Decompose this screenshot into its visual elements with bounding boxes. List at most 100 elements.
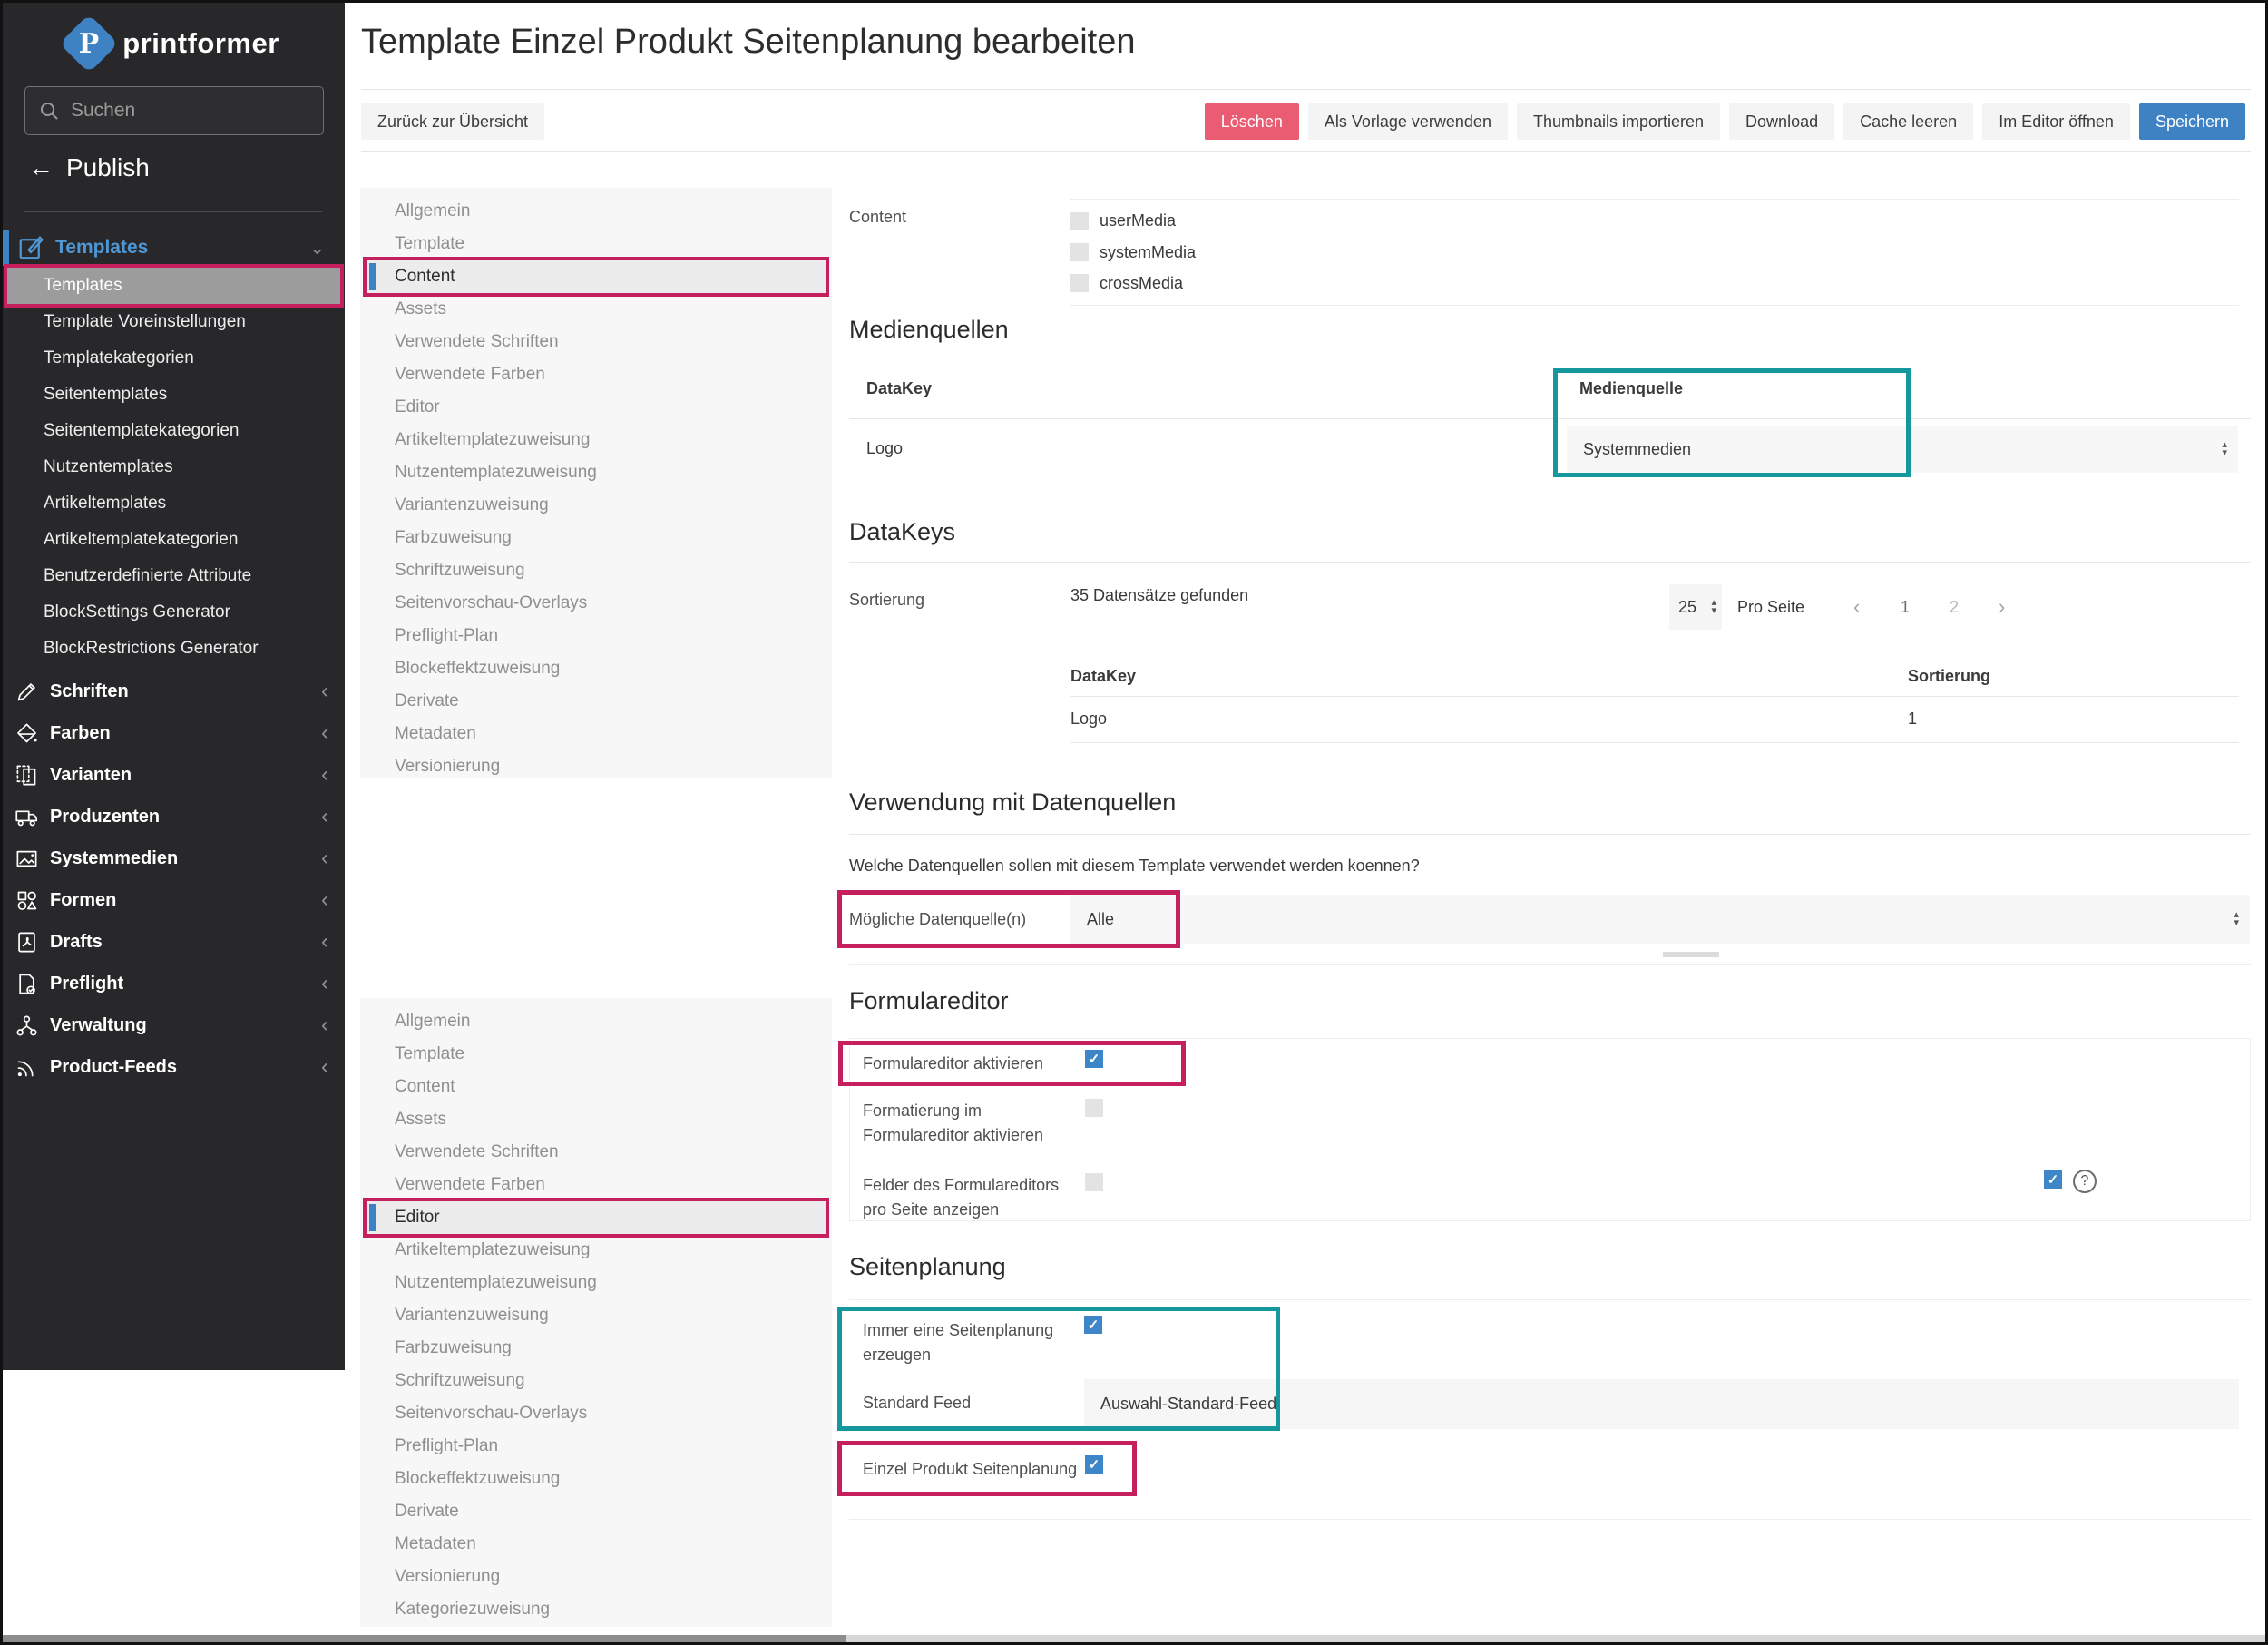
felder-right-checkbox[interactable] xyxy=(2044,1170,2062,1189)
sidebar-item[interactable]: Nutzentemplates xyxy=(44,457,173,476)
sidebar-section-templates[interactable]: Templates ⌄ xyxy=(3,228,345,268)
sidebar-search[interactable] xyxy=(24,86,324,135)
settings-nav-item[interactable]: Variantenzuweisung xyxy=(395,1306,549,1325)
settings-nav-item[interactable]: Preflight-Plan xyxy=(395,626,499,645)
settings-nav-item[interactable]: Content xyxy=(363,257,829,297)
settings-nav-item[interactable]: Verwendete Farben xyxy=(395,365,545,384)
settings-nav-item[interactable]: Artikeltemplatezuweisung xyxy=(395,430,591,449)
back-to-publish[interactable]: ← Publish xyxy=(28,153,150,181)
settings-nav-item[interactable]: Versionierung xyxy=(395,1567,501,1586)
einzel-produkt-checkbox[interactable] xyxy=(1085,1455,1103,1474)
sidebar-group[interactable]: Farben ‹ xyxy=(3,712,345,754)
settings-nav-item[interactable]: Editor xyxy=(363,1198,829,1238)
immer-seitenplanung-checkbox[interactable] xyxy=(1084,1316,1102,1334)
settings-nav-item[interactable]: Seitenvorschau-Overlays xyxy=(395,593,588,612)
settings-nav-item[interactable]: Allgemein xyxy=(395,201,471,220)
settings-nav-item[interactable]: Variantenzuweisung xyxy=(395,495,549,514)
medienquelle-select[interactable]: Systemmedien ▴ ▾ xyxy=(1567,426,2238,473)
sidebar-item[interactable]: Benutzerdefinierte Attribute xyxy=(44,566,252,585)
paint-icon xyxy=(15,721,39,746)
sidebar-group[interactable]: Formen ‹ xyxy=(3,879,345,921)
settings-nav-item[interactable]: Derivate xyxy=(395,1502,459,1521)
sidebar-item[interactable]: Artikeltemplatekategorien xyxy=(44,530,239,549)
horizontal-scrollbar[interactable] xyxy=(3,1635,2265,1642)
toolbar-action-button[interactable]: Cache leeren xyxy=(1843,103,1974,140)
pagination-next[interactable]: › xyxy=(1999,595,2006,618)
sidebar-item[interactable]: BlockSettings Generator xyxy=(44,602,230,622)
settings-nav-item[interactable]: Template xyxy=(395,234,465,253)
sidebar-divider xyxy=(24,211,322,212)
checkbox[interactable] xyxy=(1070,243,1089,261)
sidebar-item[interactable]: Seitentemplatekategorien xyxy=(44,421,240,440)
page-title: Template Einzel Produkt Seitenplanung be… xyxy=(361,23,1136,61)
sidebar-group[interactable]: Drafts ‹ xyxy=(3,921,345,963)
help-icon[interactable]: ? xyxy=(2073,1170,2097,1193)
settings-nav-item[interactable]: Preflight-Plan xyxy=(395,1436,499,1455)
datenquellen-question: Welche Datenquellen sollen mit diesem Te… xyxy=(849,857,1420,875)
scrollbar-thumb[interactable] xyxy=(3,1635,846,1642)
settings-nav-item[interactable]: Verwendete Schriften xyxy=(395,1142,559,1161)
toolbar-action-button[interactable]: Download xyxy=(1729,103,1835,140)
standard-feed-select[interactable]: Auswahl-Standard-Feed xyxy=(1084,1379,2239,1429)
settings-nav-item[interactable]: Assets xyxy=(395,299,447,318)
settings-nav-item[interactable]: Seitenvorschau-Overlays xyxy=(395,1404,588,1423)
sidebar-group[interactable]: Product-Feeds ‹ xyxy=(3,1046,345,1088)
sidebar-group[interactable]: Produzenten ‹ xyxy=(3,796,345,837)
settings-nav-item[interactable]: Blockeffektzuweisung xyxy=(395,1469,561,1488)
sidebar-group[interactable]: Systemmedien ‹ xyxy=(3,837,345,879)
settings-nav-item[interactable]: Schriftzuweisung xyxy=(395,1371,525,1390)
pagination-prev[interactable]: ‹ xyxy=(1853,595,1861,618)
formatierung-checkbox[interactable] xyxy=(1085,1099,1103,1117)
settings-nav-item[interactable]: Editor xyxy=(395,397,440,416)
sidebar-item[interactable]: Artikeltemplates xyxy=(44,494,167,513)
toolbar-action-button[interactable]: Als Vorlage verwenden xyxy=(1307,103,1508,140)
sidebar-group[interactable]: Schriften ‹ xyxy=(3,671,345,712)
formulareditor-aktivieren-checkbox[interactable] xyxy=(1085,1050,1103,1068)
settings-nav-item[interactable]: Verwendete Schriften xyxy=(395,332,559,351)
settings-nav-item[interactable]: Content xyxy=(395,1077,455,1096)
settings-nav-item[interactable]: Versionierung xyxy=(395,757,501,776)
settings-nav-item[interactable]: Nutzentemplatezuweisung xyxy=(395,1273,597,1292)
settings-nav-item[interactable]: Blockeffektzuweisung xyxy=(395,659,561,678)
settings-nav-item[interactable]: Verwendete Farben xyxy=(395,1175,545,1194)
immer-seitenplanung-label: Immer eine Seitenplanung erzeugen xyxy=(863,1321,1054,1364)
sidebar-item[interactable]: Templates xyxy=(4,264,344,308)
checkbox[interactable] xyxy=(1070,274,1089,293)
sidebar-item[interactable]: BlockRestrictions Generator xyxy=(44,639,259,658)
settings-nav-item[interactable]: Assets xyxy=(395,1110,447,1129)
shapes-icon xyxy=(15,888,39,913)
settings-nav-item[interactable]: Kategoriezuweisung xyxy=(395,1600,551,1619)
dk-row-datakey: Logo xyxy=(1070,710,1108,728)
search-input[interactable] xyxy=(71,100,310,122)
pagination-page-1[interactable]: 1 xyxy=(1901,598,1911,616)
settings-nav-item[interactable]: Metadaten xyxy=(395,724,476,743)
settings-nav-item[interactable]: Artikeltemplatezuweisung xyxy=(395,1240,591,1259)
sidebar-item[interactable]: Seitentemplates xyxy=(44,385,168,404)
standard-feed-label: Standard Feed xyxy=(863,1394,972,1412)
truck-icon xyxy=(15,805,39,829)
sidebar-group[interactable]: Preflight ‹ xyxy=(3,963,345,1004)
formatierung-label: Formatierung im Formulareditor aktiviere… xyxy=(863,1102,1044,1144)
toolbar-action-button[interactable]: Löschen xyxy=(1204,103,1299,140)
settings-nav-item[interactable]: Metadaten xyxy=(395,1534,476,1553)
datenquellen-select[interactable]: Alle ▴ ▾ xyxy=(1070,895,2250,944)
sidebar-group[interactable]: Varianten ‹ xyxy=(3,754,345,796)
settings-nav-item[interactable]: Schriftzuweisung xyxy=(395,561,525,580)
sidebar-item[interactable]: Templatekategorien xyxy=(44,348,194,367)
toolbar-action-button[interactable]: Im Editor öffnen xyxy=(1982,103,2130,140)
toolbar-action-button[interactable]: Thumbnails importieren xyxy=(1516,103,1721,140)
sidebar-group[interactable]: Verwaltung ‹ xyxy=(3,1004,345,1046)
per-page-select[interactable]: 25 ▴ ▾ xyxy=(1669,584,1722,630)
settings-nav-item[interactable]: Farbzuweisung xyxy=(395,528,512,547)
settings-nav-item[interactable]: Farbzuweisung xyxy=(395,1338,512,1357)
felder-checkbox[interactable] xyxy=(1085,1173,1103,1191)
back-to-overview-button[interactable]: Zurück zur Übersicht xyxy=(361,103,545,140)
settings-nav-item[interactable]: Nutzentemplatezuweisung xyxy=(395,463,597,482)
settings-nav-item[interactable]: Template xyxy=(395,1044,465,1063)
settings-nav-item[interactable]: Derivate xyxy=(395,691,459,710)
pagination-page-2[interactable]: 2 xyxy=(1950,598,1960,616)
settings-nav-item[interactable]: Allgemein xyxy=(395,1012,471,1031)
checkbox[interactable] xyxy=(1070,211,1089,230)
toolbar-action-button[interactable]: Speichern xyxy=(2138,103,2245,140)
sidebar-item[interactable]: Template Voreinstellungen xyxy=(44,312,246,331)
